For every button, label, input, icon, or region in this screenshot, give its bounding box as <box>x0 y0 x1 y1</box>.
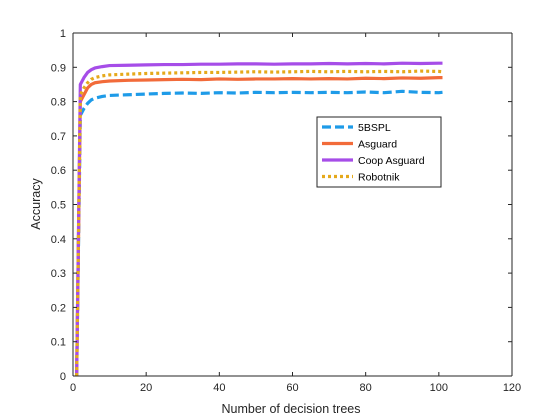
y-tick-label: 0.6 <box>51 165 66 177</box>
plot-layer <box>75 61 443 377</box>
y-axis-label: Accuracy <box>29 178 43 230</box>
x-tick-label: 60 <box>286 382 298 394</box>
legend-label: Asguard <box>358 139 397 151</box>
series-line-coop-asguard <box>75 61 443 377</box>
legend-label: Coop Asguard <box>358 155 425 167</box>
legend: 5BSPL Asguard Coop Asguard Robotnik <box>316 116 442 188</box>
legend-box <box>316 116 442 188</box>
legend-label: Robotnik <box>358 172 400 184</box>
x-tick-label: 0 <box>70 382 76 394</box>
y-tick-label: 0.1 <box>51 337 66 349</box>
x-axis-label: Number of decision trees <box>222 402 361 416</box>
x-tick-label: 80 <box>360 382 372 394</box>
x-tick-label: 100 <box>430 382 448 394</box>
axes-layer: 0 20 40 60 80 100 120 0 0.1 0.2 0.3 0.4 0.5 0.6 0.7 0.8… <box>51 28 521 394</box>
x-tick-label: 20 <box>140 382 152 394</box>
series-line-5bspl <box>75 89 443 377</box>
y-tick-label: 1 <box>60 28 66 40</box>
y-tick-label: 0.5 <box>51 200 66 212</box>
series-line-asguard <box>75 75 443 377</box>
x-tick-label: 120 <box>503 382 521 394</box>
series-line-robotnik <box>75 69 443 377</box>
y-tick-label: 0.8 <box>51 97 66 109</box>
y-tick-label: 0.3 <box>51 268 66 280</box>
x-tick-label: 40 <box>213 382 225 394</box>
y-tick-label: 0.2 <box>51 302 66 314</box>
y-tick-label: 0 <box>60 371 66 383</box>
y-tick-label: 0.9 <box>51 62 66 74</box>
y-tick-label: 0.4 <box>51 234 66 246</box>
y-tick-label: 0.7 <box>51 131 66 143</box>
legend-label: 5BSPL <box>358 122 391 134</box>
